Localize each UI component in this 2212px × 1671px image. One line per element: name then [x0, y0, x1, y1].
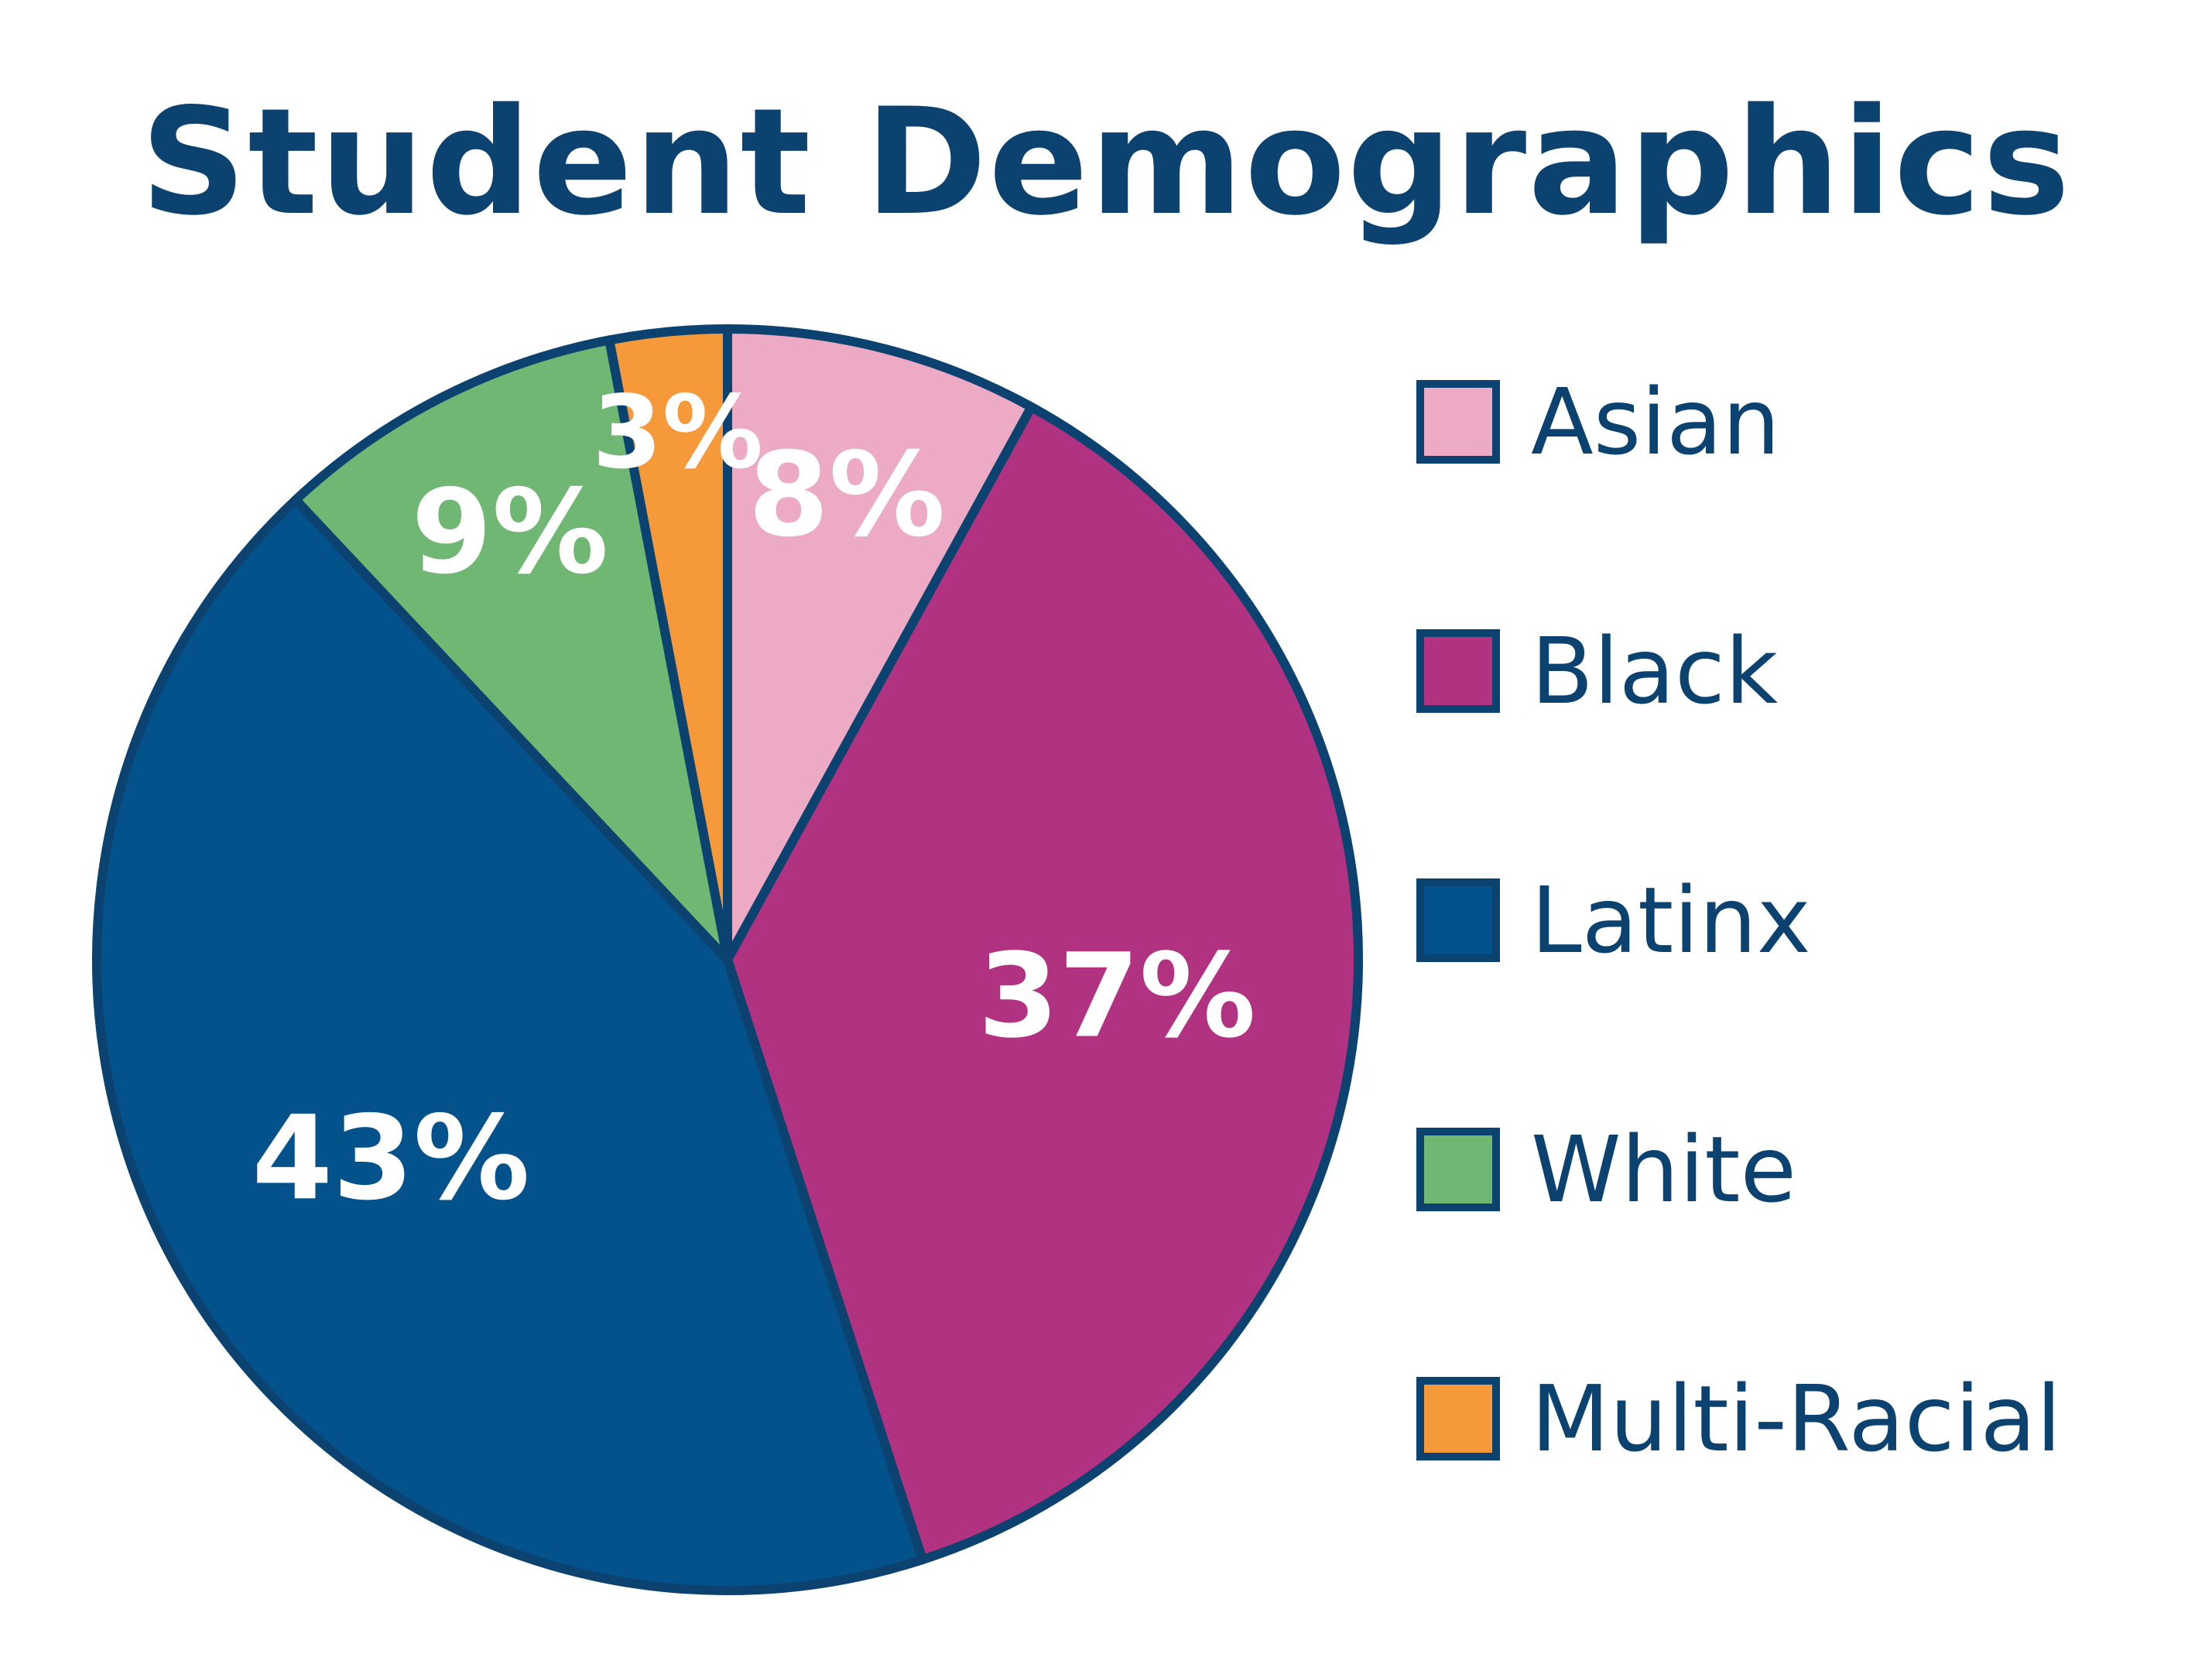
pie-slice-multi-racial: [604, 324, 732, 964]
legend-label-multi-racial: Multi-Racial: [1531, 1365, 2062, 1472]
legend-swatch-asian: [1416, 380, 1500, 464]
pie-slice-white: [291, 335, 732, 964]
chart-title: Student Demographics: [140, 77, 2072, 248]
legend-label-asian: Asian: [1531, 368, 1781, 475]
legend-swatch-black: [1416, 629, 1500, 713]
pie-label-latinx: 43%: [252, 1091, 530, 1226]
legend-item-multi-racial: Multi-Racial: [1416, 1368, 2061, 1469]
pie-label-black: 37%: [978, 930, 1256, 1064]
legend-item-white: White: [1416, 1119, 1796, 1220]
pie-slice-asian: [723, 324, 1036, 964]
legend-swatch-multi-racial: [1416, 1377, 1500, 1460]
legend-label-black: Black: [1531, 618, 1779, 724]
legend-item-latinx: Latinx: [1416, 870, 1811, 971]
legend-swatch-latinx: [1416, 878, 1500, 962]
pie-label-asian: 8%: [748, 428, 946, 563]
legend-label-latinx: Latinx: [1531, 867, 1811, 974]
pie-slices: [92, 324, 1363, 1595]
pie-slice-labels: 8% 37% 43% 9%3%: [252, 373, 1256, 1226]
pie-label-multi-racial: 3%: [592, 373, 763, 491]
legend-item-asian: Asian: [1416, 372, 1780, 472]
pie-slice-latinx: [92, 495, 927, 1595]
pie-label-white: 9%: [411, 465, 608, 600]
legend-swatch-white: [1416, 1128, 1500, 1211]
pie-slice-black: [723, 402, 1363, 1565]
legend-item-black: Black: [1416, 621, 1778, 721]
legend-label-white: White: [1531, 1116, 1797, 1223]
